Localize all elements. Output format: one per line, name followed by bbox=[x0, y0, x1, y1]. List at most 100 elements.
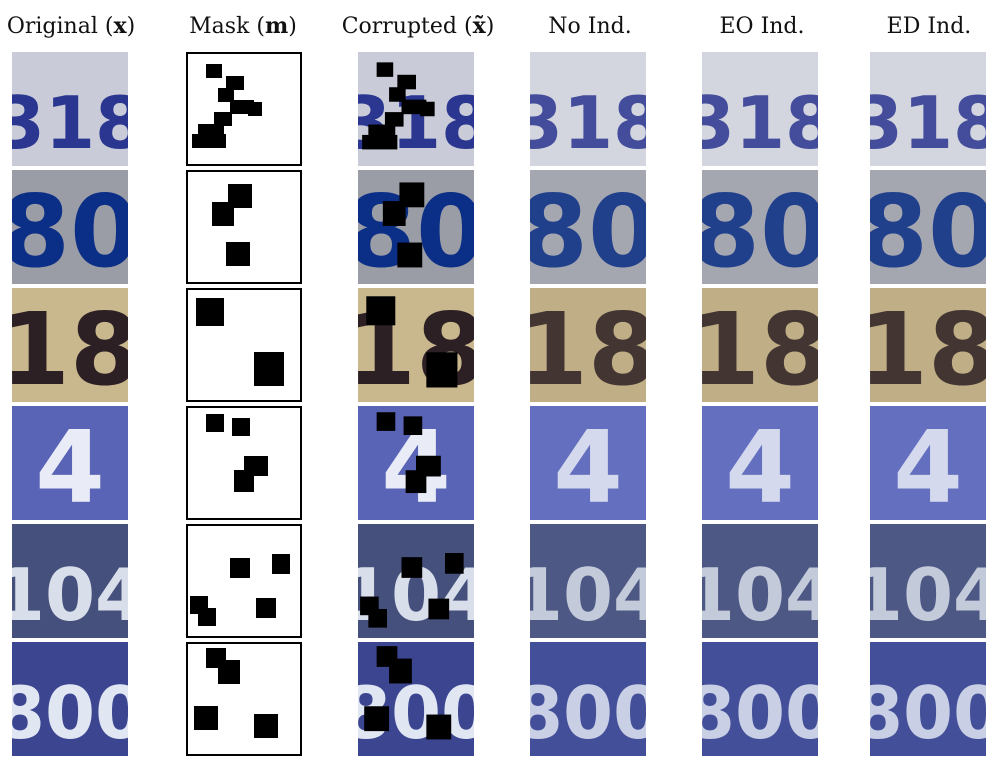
digit-glyphs: 318 bbox=[530, 81, 646, 165]
mask-block bbox=[218, 88, 234, 102]
header-corrupted: Corrupted (x̃) bbox=[334, 8, 502, 44]
original-image-row-5: 104 bbox=[12, 524, 128, 638]
mask-block bbox=[226, 76, 244, 90]
header-original-label: Original ( bbox=[6, 13, 114, 39]
corrupted-image-row-2: 80 bbox=[358, 170, 474, 284]
eo_ind-image-row-1: 318 bbox=[702, 52, 818, 166]
header-mask-suffix: ) bbox=[288, 13, 297, 39]
mask-block bbox=[232, 418, 250, 436]
corrupted-image-row-4: 4 bbox=[358, 406, 474, 520]
corruption-block bbox=[397, 242, 423, 268]
digit-glyphs: 18 bbox=[530, 291, 646, 402]
corruption-block bbox=[445, 553, 464, 574]
corruption-block bbox=[401, 99, 427, 115]
digit-glyphs: 318 bbox=[12, 81, 128, 165]
corruption-block bbox=[401, 557, 423, 578]
original-image-row-6: 800 bbox=[12, 642, 128, 756]
mask-block bbox=[196, 298, 224, 326]
mask-image-row-2 bbox=[186, 170, 302, 284]
header-original-suffix: ) bbox=[126, 13, 136, 39]
eo_ind-image-row-3: 18 bbox=[702, 288, 818, 402]
mask-block bbox=[234, 470, 254, 492]
header-original: Original (x) bbox=[0, 8, 142, 44]
digit-glyphs: 18 bbox=[870, 291, 986, 402]
original-image-row-1: 318 bbox=[12, 52, 128, 166]
digit-glyphs: 104 bbox=[530, 553, 646, 637]
header-mask-label: Mask ( bbox=[189, 13, 265, 39]
mask-block bbox=[198, 608, 216, 626]
digit-glyphs: 800 bbox=[530, 671, 646, 755]
digit-glyphs: 80 bbox=[12, 173, 128, 284]
mask-block bbox=[248, 102, 262, 116]
eo_ind-image-row-4: 4 bbox=[702, 406, 818, 520]
mask-block bbox=[226, 242, 250, 266]
ed_ind-image-row-6: 800 bbox=[870, 642, 986, 756]
corrupted-image-row-5: 104 bbox=[358, 524, 474, 638]
digit-glyphs: 80 bbox=[530, 173, 646, 284]
corruption-block bbox=[405, 470, 427, 494]
digit-glyphs: 318 bbox=[358, 81, 474, 165]
mask-block bbox=[256, 598, 276, 618]
corruption-block bbox=[362, 134, 398, 150]
corruption-block bbox=[368, 608, 387, 628]
digit-glyphs: 4 bbox=[725, 409, 795, 520]
header-corrupted-suffix: ) bbox=[485, 13, 495, 39]
digit-glyphs: 18 bbox=[12, 291, 128, 402]
mask-block bbox=[254, 714, 278, 738]
corruption-block bbox=[376, 62, 394, 77]
no_ind-image-row-1: 318 bbox=[530, 52, 646, 166]
corruption-block bbox=[403, 416, 423, 436]
header-no-ind-label: No Ind. bbox=[548, 13, 632, 39]
corruption-block bbox=[384, 112, 404, 127]
corrupted-image-row-1: 318 bbox=[358, 52, 474, 166]
corruption-block bbox=[389, 87, 406, 102]
corruption-block bbox=[364, 706, 390, 732]
mask-block bbox=[214, 112, 232, 126]
header-corrupted-label: Corrupted ( bbox=[341, 13, 473, 39]
corruption-block bbox=[376, 412, 396, 431]
no_ind-image-row-2: 80 bbox=[530, 170, 646, 284]
digit-glyphs: 800 bbox=[870, 671, 986, 755]
mask-block bbox=[218, 660, 240, 684]
digit-glyphs: 800 bbox=[702, 671, 818, 755]
mask-image-row-5 bbox=[186, 524, 302, 638]
mask-block bbox=[254, 352, 284, 386]
mask-image-row-6 bbox=[186, 642, 302, 756]
corruption-block bbox=[382, 201, 406, 226]
digit-glyphs: 104 bbox=[12, 553, 128, 637]
no_ind-image-row-6: 800 bbox=[530, 642, 646, 756]
digit-glyphs: 104 bbox=[702, 553, 818, 637]
mask-block bbox=[192, 134, 226, 148]
corruption-block bbox=[426, 352, 458, 388]
header-mask-symbol: m bbox=[264, 13, 289, 39]
no_ind-image-row-3: 18 bbox=[530, 288, 646, 402]
corrupted-image-row-6: 800 bbox=[358, 642, 474, 756]
ed_ind-image-row-3: 18 bbox=[870, 288, 986, 402]
original-image-row-4: 4 bbox=[12, 406, 128, 520]
digit-glyphs: 4 bbox=[553, 409, 623, 520]
digit-glyphs: 800 bbox=[12, 671, 128, 755]
corrupted-image-row-3: 18 bbox=[358, 288, 474, 402]
mask-block bbox=[272, 554, 290, 574]
no_ind-image-row-5: 104 bbox=[530, 524, 646, 638]
header-corrupted-symbol: x̃ bbox=[472, 13, 486, 39]
mask-block bbox=[206, 414, 224, 432]
mask-block bbox=[206, 64, 222, 78]
mask-block bbox=[212, 202, 234, 226]
original-image-row-3: 18 bbox=[12, 288, 128, 402]
ed_ind-image-row-5: 104 bbox=[870, 524, 986, 638]
no_ind-image-row-4: 4 bbox=[530, 406, 646, 520]
digit-glyphs: 104 bbox=[870, 553, 986, 637]
header-original-symbol: x bbox=[113, 13, 127, 39]
digit-glyphs: 318 bbox=[870, 81, 986, 165]
ed_ind-image-row-2: 80 bbox=[870, 170, 986, 284]
header-mask: Mask (m) bbox=[178, 8, 308, 44]
corruption-block bbox=[426, 714, 452, 740]
corruption-block bbox=[389, 658, 412, 684]
original-image-row-2: 80 bbox=[12, 170, 128, 284]
header-eo-ind-label: EO Ind. bbox=[719, 13, 805, 39]
corruption-block bbox=[428, 598, 450, 620]
mask-image-row-1 bbox=[186, 52, 302, 166]
digit-glyphs: 318 bbox=[702, 81, 818, 165]
header-ed-ind: ED Ind. bbox=[870, 8, 988, 44]
